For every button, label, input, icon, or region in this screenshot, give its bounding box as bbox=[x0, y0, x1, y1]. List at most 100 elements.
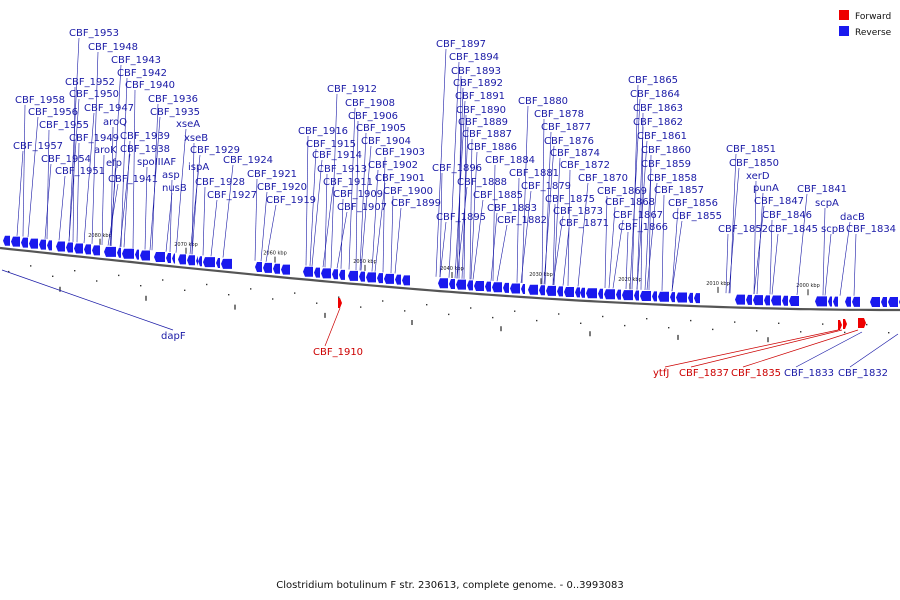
reverse-gene-arrow bbox=[658, 291, 669, 302]
reverse-gene-arrow bbox=[492, 282, 502, 293]
label-leader bbox=[769, 219, 773, 295]
reverse-gene-arrow bbox=[528, 284, 538, 295]
label-leader bbox=[119, 153, 131, 247]
reverse-gene-arrow bbox=[303, 266, 313, 277]
axis-dot bbox=[184, 289, 186, 291]
reverse-gene-arrow bbox=[187, 255, 195, 266]
reverse-gene-arrow bbox=[676, 292, 687, 303]
reverse-gene-arrow bbox=[888, 296, 898, 307]
gene-label: CBF_1845 bbox=[768, 224, 818, 235]
gene-label: CBF_1870 bbox=[578, 173, 628, 184]
label-leader bbox=[636, 126, 644, 290]
axis-dot bbox=[52, 275, 54, 277]
axis-dot bbox=[624, 324, 626, 327]
reverse-gene-arrow bbox=[503, 282, 509, 293]
reverse-gene-arrow bbox=[598, 288, 603, 299]
reverse-gene-arrow bbox=[166, 252, 171, 263]
gene-label: CBF_1893 bbox=[451, 66, 501, 77]
label-leader bbox=[374, 182, 386, 272]
gene-label: CBF_1837 bbox=[679, 368, 729, 379]
axis-dot bbox=[558, 313, 560, 315]
axis-dot bbox=[448, 313, 450, 316]
axis-dot bbox=[492, 316, 494, 319]
label-leader bbox=[435, 48, 447, 277]
gene-label: CBF_1882 bbox=[497, 215, 547, 226]
gene-label: CBF_1915 bbox=[306, 139, 356, 150]
reverse-gene-arrow bbox=[881, 296, 887, 307]
reverse-gene-arrow bbox=[348, 270, 358, 281]
gene-label: xseA bbox=[176, 119, 200, 130]
gene-label: CBF_1908 bbox=[345, 98, 395, 109]
reverse-gene-arrow bbox=[198, 256, 202, 267]
label-leader bbox=[608, 206, 616, 289]
reverse-gene-arrow bbox=[604, 289, 615, 300]
gene-label: CBF_1927 bbox=[207, 190, 257, 201]
label-leader bbox=[46, 129, 50, 240]
gene-label: CBF_1861 bbox=[637, 131, 687, 142]
reverse-gene-arrow bbox=[395, 274, 401, 285]
label-leader bbox=[543, 145, 555, 285]
label-leader bbox=[631, 84, 639, 290]
label-leader bbox=[254, 178, 258, 261]
label-leader bbox=[753, 205, 765, 295]
gene-label: CBF_1914 bbox=[312, 150, 362, 161]
gene-label: CBF_1866 bbox=[618, 222, 668, 233]
reverse-gene-arrow bbox=[510, 283, 520, 294]
reverse-gene-arrow bbox=[203, 257, 215, 268]
reverse-gene-arrow bbox=[314, 267, 320, 278]
label-leader bbox=[149, 116, 161, 251]
label-leader bbox=[330, 93, 338, 268]
label-leader bbox=[101, 154, 105, 245]
gene-label: CBF_1949 bbox=[69, 133, 119, 144]
axis-dot bbox=[228, 294, 230, 296]
label-leader bbox=[83, 112, 95, 244]
label-leader bbox=[27, 116, 39, 238]
gene-label: efp bbox=[106, 158, 122, 169]
label-leader bbox=[470, 151, 478, 280]
gene-label: CBF_1865 bbox=[628, 75, 678, 86]
reverse-gene-arrow bbox=[281, 264, 290, 275]
label-leader bbox=[91, 51, 99, 244]
label-leader bbox=[359, 132, 367, 271]
axis-dot bbox=[646, 318, 648, 320]
gene-label: scpB bbox=[821, 224, 845, 235]
reverse-gene-arrow bbox=[56, 241, 65, 252]
label-leader bbox=[646, 182, 658, 291]
axis-dot bbox=[844, 331, 846, 334]
label-leader bbox=[355, 120, 359, 271]
label-leader bbox=[222, 164, 234, 258]
reverse-gene-arrow bbox=[870, 296, 880, 307]
gene-label: CBF_1954 bbox=[41, 154, 91, 165]
label-leader bbox=[541, 118, 545, 285]
gene-label: CBF_1885 bbox=[473, 190, 523, 201]
gene-label: CBF_1903 bbox=[375, 147, 425, 158]
legend: Forward Reverse bbox=[839, 10, 892, 38]
reverse-gene-arrow bbox=[438, 278, 448, 289]
label-leader bbox=[16, 150, 24, 236]
label-leader bbox=[72, 86, 76, 242]
gene-label: CBF_1907 bbox=[337, 202, 387, 213]
gene-label: xseB bbox=[184, 133, 208, 144]
gene-label: CBF_1856 bbox=[668, 198, 718, 209]
label-leader bbox=[664, 329, 839, 368]
reverse-gene-arrow bbox=[771, 295, 781, 306]
label-leader bbox=[22, 104, 26, 237]
label-leader bbox=[552, 203, 556, 285]
label-leader bbox=[68, 98, 80, 242]
gene-label: CBF_1921 bbox=[247, 169, 297, 180]
gene-label: CBF_1876 bbox=[544, 136, 594, 147]
label-leader bbox=[309, 148, 317, 266]
label-leader bbox=[44, 163, 52, 239]
axis-dot bbox=[96, 280, 98, 282]
axis-dot bbox=[294, 292, 296, 294]
label-leader bbox=[324, 173, 328, 268]
label-leader bbox=[728, 167, 740, 294]
reverse-gene-arrow bbox=[521, 284, 525, 295]
gene-label: CBF_1879 bbox=[521, 181, 571, 192]
gene-label: CBF_1884 bbox=[485, 155, 535, 166]
reverse-gene-arrow bbox=[135, 249, 139, 260]
axis-dot bbox=[272, 298, 274, 300]
label-leader bbox=[1, 269, 174, 331]
label-leader bbox=[151, 103, 159, 251]
axis-dot bbox=[74, 270, 76, 272]
